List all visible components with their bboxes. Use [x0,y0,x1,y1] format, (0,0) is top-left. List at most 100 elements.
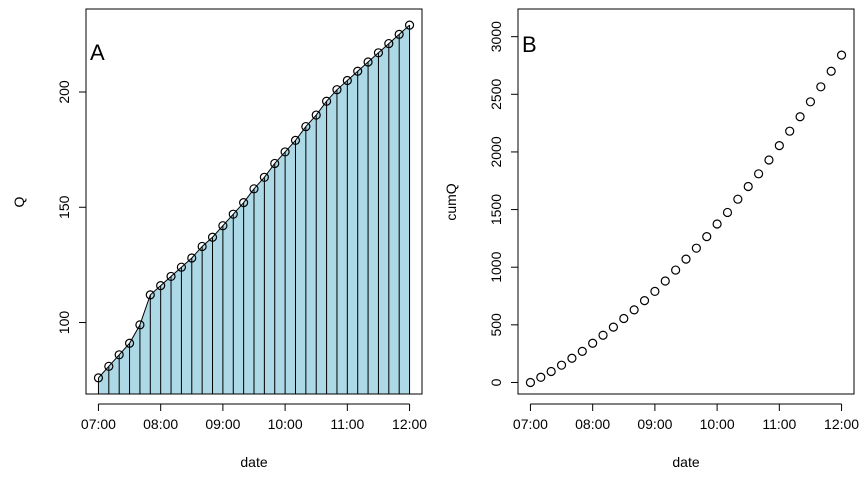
panel-a-series-line [98,24,410,379]
data-point [556,360,567,370]
panel-a-drop-lines [97,25,411,394]
panel-b-y-title: cumQ [443,183,459,220]
data-point [639,296,650,306]
data-point [650,286,660,297]
x-tick-label: 07:00 [81,416,116,432]
data-point [207,232,218,242]
data-point [249,184,259,194]
data-point [332,85,342,95]
data-point [525,377,536,388]
panel-a-y-axis: 100 150 200 [56,80,87,335]
data-point [722,207,733,218]
data-point [135,320,145,330]
data-point [290,135,301,146]
y-tick-label: 100 [56,311,72,335]
y-tick-label: 2500 [488,79,504,110]
y-tick-label: 200 [56,80,72,104]
x-tick-label: 11:00 [762,416,796,432]
x-tick-label: 12:00 [392,416,427,432]
panel-a-x-title: date [240,454,267,470]
x-tick-label: 07:00 [513,416,548,432]
data-point [404,20,415,30]
panel-b-y-axis: 0 500 1000 1500 2000 2500 3000 [488,21,519,386]
data-point [764,155,774,165]
y-tick-label: 3000 [488,21,504,52]
data-point [785,126,795,136]
data-point [259,172,269,182]
panel-a-x-axis: 07:00 08:00 09:00 10:00 11:00 12:00 [81,403,427,432]
data-point [93,373,104,383]
data-point [114,350,124,360]
panel-b-x-title: date [672,454,699,470]
data-point [712,219,722,229]
x-tick-label: 09:00 [205,416,240,432]
data-point [197,241,207,252]
data-point [145,290,155,300]
data-point [124,338,135,348]
data-point [774,140,784,151]
data-point [577,346,587,356]
data-point [321,96,332,106]
panel-b-tag: B [522,32,537,57]
data-point [629,305,639,315]
x-tick-label: 08:00 [575,416,610,432]
data-point [373,48,384,58]
data-point [280,147,290,157]
data-point [342,75,352,86]
data-point [218,221,228,231]
panel-b-points [525,50,847,388]
data-point [384,38,394,49]
panel-b-plot-box [517,8,855,395]
data-point [187,253,197,263]
data-point [619,313,629,324]
x-tick-label: 08:00 [143,416,178,432]
data-point [795,112,805,122]
data-point [608,322,619,332]
data-point [733,194,743,204]
data-point [598,330,608,340]
panel-a: 07:00 08:00 09:00 10:00 11:00 12:00 100 150 200… [11,8,427,470]
data-point [826,66,836,76]
data-point [660,276,670,286]
data-point [816,82,826,92]
x-tick-label: 10:00 [700,416,735,432]
data-point [394,29,404,39]
data-point [536,372,546,382]
x-tick-label: 09:00 [637,416,672,432]
y-tick-label: 1500 [488,194,504,225]
x-tick-label: 10:00 [268,416,303,432]
y-tick-label: 2000 [488,136,504,167]
data-point [156,281,166,291]
data-point [805,97,816,107]
data-point [270,158,280,169]
data-point [176,262,187,272]
data-point [353,66,363,76]
data-point [546,366,556,377]
data-point [311,110,321,120]
panel-a-points [93,20,415,383]
data-point [836,50,847,60]
panel-b-x-axis: 07:00 08:00 09:00 10:00 11:00 12:00 [513,403,859,432]
data-point [753,169,764,179]
x-tick-label: 12:00 [824,416,859,432]
data-point [702,232,712,242]
data-point [104,361,114,371]
data-point [681,254,691,264]
panel-a-y-title: Q [11,196,27,207]
data-point [743,181,753,192]
data-point [228,209,238,219]
data-point [239,198,249,208]
y-tick-label: 150 [56,195,72,219]
y-tick-label: 0 [488,378,504,386]
data-point [301,121,311,132]
data-point [363,57,373,67]
panel-a-tag: A [90,40,105,65]
series-line [98,24,410,379]
y-tick-label: 500 [488,313,504,337]
data-point [588,338,598,348]
data-point [671,265,681,275]
data-point [567,353,577,363]
panel-b: 07:00 08:00 09:00 10:00 11:00 12:00 0 500 1000 1… [443,8,859,470]
x-tick-label: 11:00 [330,416,364,432]
